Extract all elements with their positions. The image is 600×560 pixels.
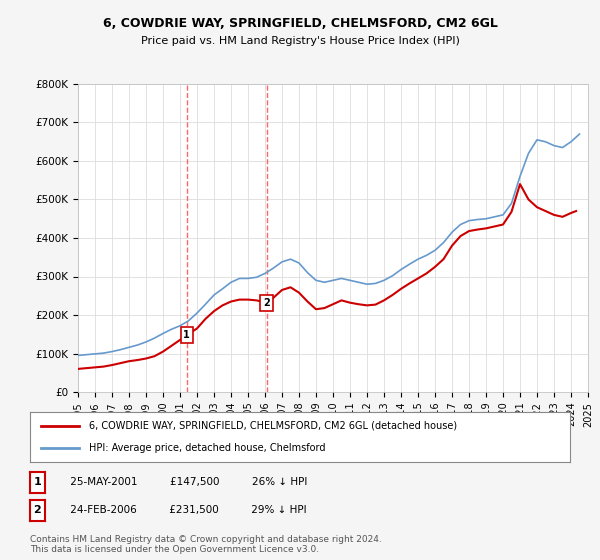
- Text: Price paid vs. HM Land Registry's House Price Index (HPI): Price paid vs. HM Land Registry's House …: [140, 36, 460, 46]
- Text: HPI: Average price, detached house, Chelmsford: HPI: Average price, detached house, Chel…: [89, 443, 326, 453]
- Text: 2: 2: [34, 505, 41, 515]
- Text: 1: 1: [34, 477, 41, 487]
- Text: 24-FEB-2006          £231,500          29% ↓ HPI: 24-FEB-2006 £231,500 29% ↓ HPI: [54, 505, 307, 515]
- Text: 6, COWDRIE WAY, SPRINGFIELD, CHELMSFORD, CM2 6GL (detached house): 6, COWDRIE WAY, SPRINGFIELD, CHELMSFORD,…: [89, 421, 458, 431]
- Text: 25-MAY-2001          £147,500          26% ↓ HPI: 25-MAY-2001 £147,500 26% ↓ HPI: [54, 477, 307, 487]
- Text: Contains HM Land Registry data © Crown copyright and database right 2024.
This d: Contains HM Land Registry data © Crown c…: [30, 535, 382, 554]
- Text: 6, COWDRIE WAY, SPRINGFIELD, CHELMSFORD, CM2 6GL: 6, COWDRIE WAY, SPRINGFIELD, CHELMSFORD,…: [103, 17, 497, 30]
- Text: 1: 1: [184, 330, 190, 340]
- Text: 2: 2: [263, 298, 270, 308]
